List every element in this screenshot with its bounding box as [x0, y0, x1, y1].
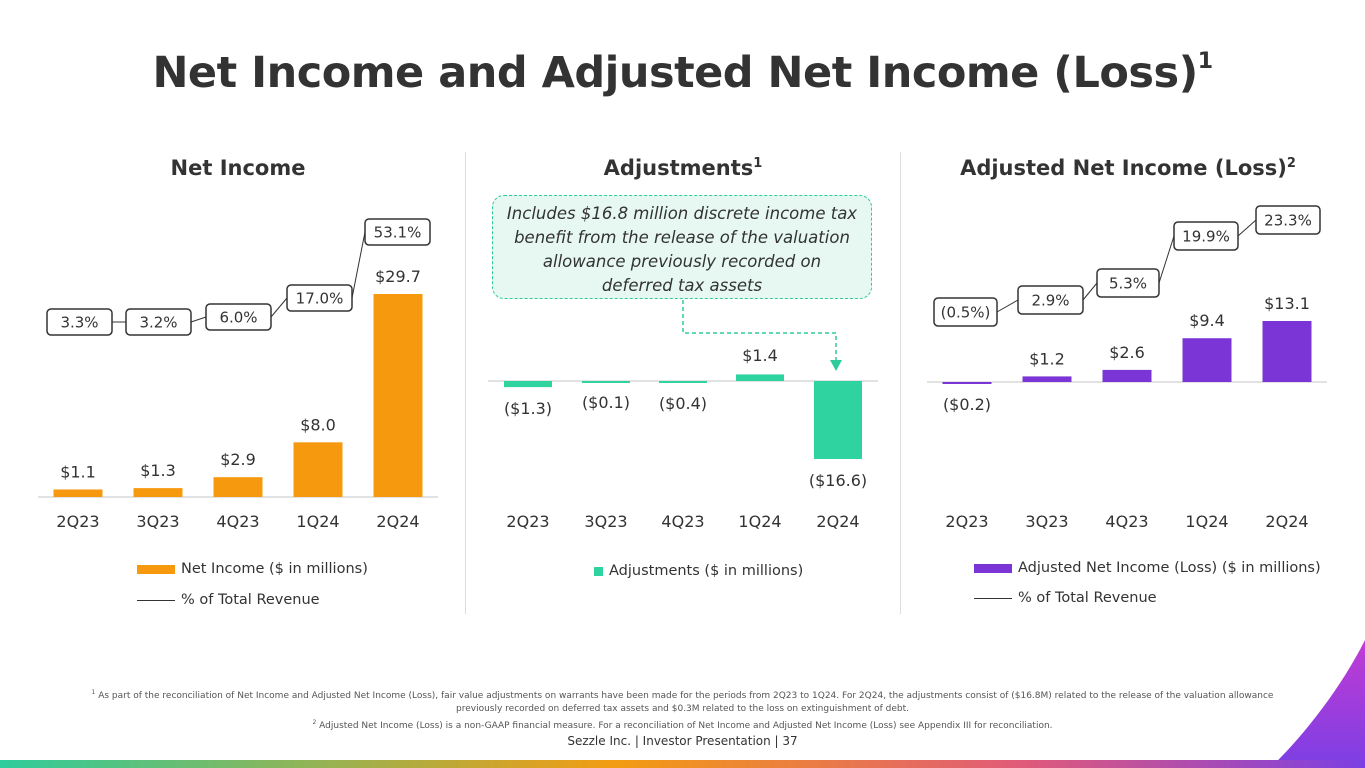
- x-tick-label: 1Q24: [738, 512, 781, 531]
- adjustments-callout: Includes $16.8 million discrete income t…: [492, 195, 872, 299]
- percent-label-box: [364, 218, 431, 246]
- panel-divider: [900, 152, 901, 614]
- footnote-1: 1 As part of the reconciliation of Net I…: [91, 689, 1274, 714]
- bar: [213, 477, 263, 497]
- percent-label: 2.9%: [1031, 292, 1069, 310]
- purple-swatch-icon: [974, 563, 1012, 573]
- percent-label: 17.0%: [296, 290, 344, 308]
- series-line-segment: [1082, 282, 1098, 301]
- net-income-bar-legend: Net Income ($ in millions): [137, 561, 368, 577]
- percent-label: (0.5%): [941, 304, 991, 322]
- bar: [1102, 369, 1152, 382]
- percent-label-box: [205, 303, 272, 331]
- data-label: $2.6: [1109, 343, 1145, 362]
- x-tick-label: 2Q24: [816, 512, 859, 531]
- data-label: $9.4: [1189, 311, 1225, 330]
- x-tick-label: 4Q23: [216, 512, 259, 531]
- bar: [504, 381, 552, 388]
- line-swatch-icon: [137, 599, 175, 601]
- x-tick-label: 2Q24: [376, 512, 419, 531]
- percent-label-box: [1255, 205, 1321, 235]
- percent-label: 19.9%: [1182, 228, 1230, 246]
- bar: [659, 381, 707, 383]
- footnotes: 1 As part of the reconciliation of Net I…: [80, 686, 1285, 733]
- percent-label-box: [1173, 221, 1239, 251]
- percent-label-box: [1017, 285, 1084, 315]
- x-tick-label: 4Q23: [1105, 512, 1148, 531]
- percent-label-box: [125, 308, 192, 336]
- series-line-segment: [996, 299, 1019, 313]
- data-label: $1.2: [1029, 349, 1065, 368]
- x-tick-label: 3Q23: [136, 512, 179, 531]
- data-label: ($0.2): [943, 395, 991, 414]
- x-tick-label: 3Q23: [1025, 512, 1068, 531]
- percent-label: 23.3%: [1264, 212, 1312, 230]
- x-tick-label: 4Q23: [661, 512, 704, 531]
- x-tick-label: 1Q24: [1185, 512, 1228, 531]
- percent-label-box: [286, 284, 353, 312]
- bar: [293, 442, 343, 497]
- x-tick-label: 2Q23: [945, 512, 988, 531]
- x-tick-label: 1Q24: [296, 512, 339, 531]
- line-swatch-icon: [974, 597, 1012, 599]
- series-line-segment: [1237, 219, 1257, 237]
- percent-label-box: [46, 308, 113, 336]
- data-label: $13.1: [1264, 294, 1310, 313]
- percent-label: 5.3%: [1109, 275, 1147, 293]
- x-tick-label: 2Q23: [506, 512, 549, 531]
- bar: [373, 294, 423, 497]
- data-label: $2.9: [220, 450, 256, 469]
- series-line-segment: [1158, 235, 1175, 284]
- teal-swatch-icon: [594, 566, 603, 576]
- bar: [53, 489, 103, 497]
- bar: [814, 381, 862, 459]
- net-income-panel-title: Net Income: [170, 156, 306, 180]
- percent-label-box: [933, 297, 998, 327]
- adjusted-bar-legend: Adjusted Net Income (Loss) ($ in million…: [974, 560, 1321, 576]
- series-line-segment: [190, 316, 207, 323]
- x-tick-label: 2Q24: [1265, 512, 1308, 531]
- data-label: $29.7: [375, 267, 421, 286]
- adjusted-panel-title: Adjusted Net Income (Loss)2: [960, 156, 1296, 180]
- page-title: Net Income and Adjusted Net Income (Loss…: [152, 48, 1213, 98]
- percent-label: 53.1%: [374, 224, 422, 242]
- net-income-line-legend: % of Total Revenue: [137, 592, 320, 608]
- bar: [582, 381, 630, 383]
- data-label: ($1.3): [504, 399, 552, 418]
- callout-connector: [682, 300, 837, 360]
- bar: [133, 488, 183, 497]
- adjustments-bar-legend: Adjustments ($ in millions): [594, 563, 803, 579]
- adjusted-line-legend: % of Total Revenue: [974, 590, 1157, 606]
- data-label: $1.3: [140, 461, 176, 480]
- arrow-head-icon: [830, 360, 842, 371]
- adjustments-panel-title: Adjustments1: [603, 156, 763, 180]
- data-label: $1.1: [60, 462, 96, 481]
- x-tick-label: 3Q23: [584, 512, 627, 531]
- bar: [1182, 338, 1232, 382]
- bottom-gradient-bar: [0, 760, 1365, 768]
- x-tick-label: 2Q23: [56, 512, 99, 531]
- percent-label-box: [1096, 268, 1160, 298]
- panel-divider: [465, 152, 466, 614]
- bar: [1262, 321, 1312, 382]
- data-label: $8.0: [300, 415, 336, 434]
- data-label: ($0.1): [582, 393, 630, 412]
- percent-label: 6.0%: [219, 309, 257, 327]
- series-line-segment: [270, 297, 288, 318]
- footer: Sezzle Inc. | Investor Presentation | 37: [567, 734, 798, 748]
- series-line-segment: [351, 231, 366, 299]
- data-label: ($0.4): [659, 394, 707, 413]
- bar: [736, 374, 784, 381]
- data-label: $1.4: [742, 346, 778, 365]
- footnote-2: 2 Adjusted Net Income (Loss) is a non-GA…: [312, 719, 1053, 731]
- percent-label: 3.3%: [60, 314, 98, 332]
- orange-swatch-icon: [137, 564, 175, 574]
- data-label: ($16.6): [809, 471, 867, 490]
- bar: [942, 382, 992, 384]
- percent-label: 3.2%: [139, 314, 177, 332]
- bar: [1022, 376, 1072, 382]
